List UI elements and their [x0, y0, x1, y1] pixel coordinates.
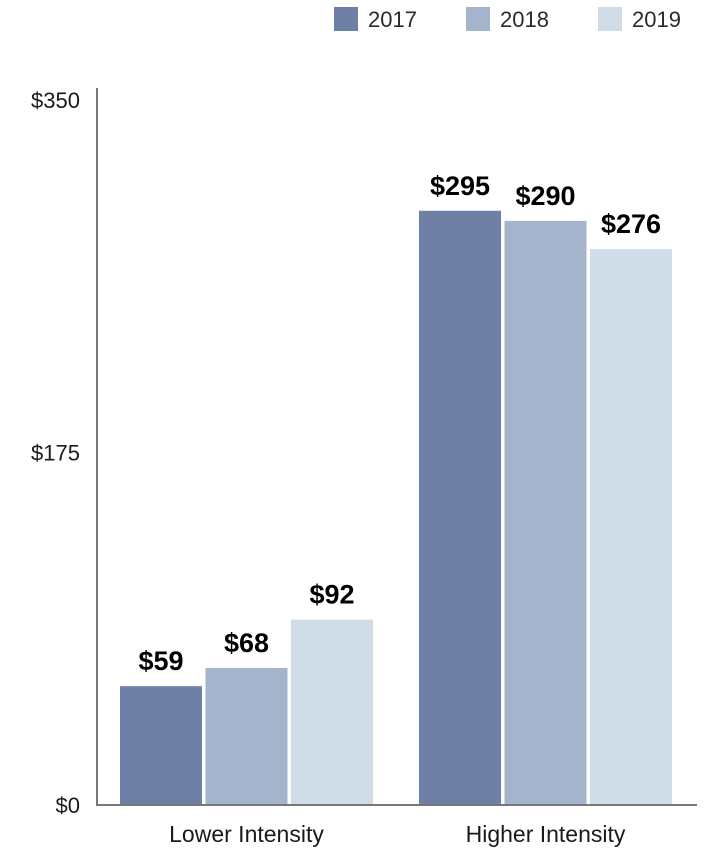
y-tick-label: $0 [56, 793, 80, 818]
data-label: $92 [309, 580, 354, 610]
bar-2019-higher [590, 249, 672, 806]
y-tick-label: $350 [31, 88, 80, 113]
data-labels: $59 $68 $92 $295 $290 $276 [138, 171, 661, 676]
bar-2017-lower [120, 686, 202, 805]
category-label: Lower Intensity [169, 821, 324, 847]
legend-swatch [334, 7, 358, 31]
bar-2018-lower [205, 668, 288, 805]
data-label: $295 [430, 171, 490, 201]
data-label: $276 [601, 209, 661, 239]
data-label: $68 [224, 628, 269, 658]
legend: 2017 2018 2019 [334, 7, 681, 32]
bar-2019-lower [291, 619, 373, 805]
legend-label: 2017 [368, 7, 417, 32]
legend-swatch [598, 7, 622, 31]
y-tick-label: $175 [31, 441, 80, 466]
bar-2017-higher [419, 210, 501, 806]
data-label: $59 [138, 646, 183, 676]
x-axis: Lower Intensity Higher Intensity [96, 804, 697, 847]
legend-label: 2018 [500, 7, 549, 32]
legend-swatch [466, 7, 490, 31]
bars [120, 210, 672, 806]
y-axis: $0 $175 $350 [31, 88, 98, 818]
data-label: $290 [515, 181, 575, 211]
category-label: Higher Intensity [466, 821, 626, 847]
bar-2018-higher [504, 220, 587, 805]
legend-label: 2019 [632, 7, 681, 32]
